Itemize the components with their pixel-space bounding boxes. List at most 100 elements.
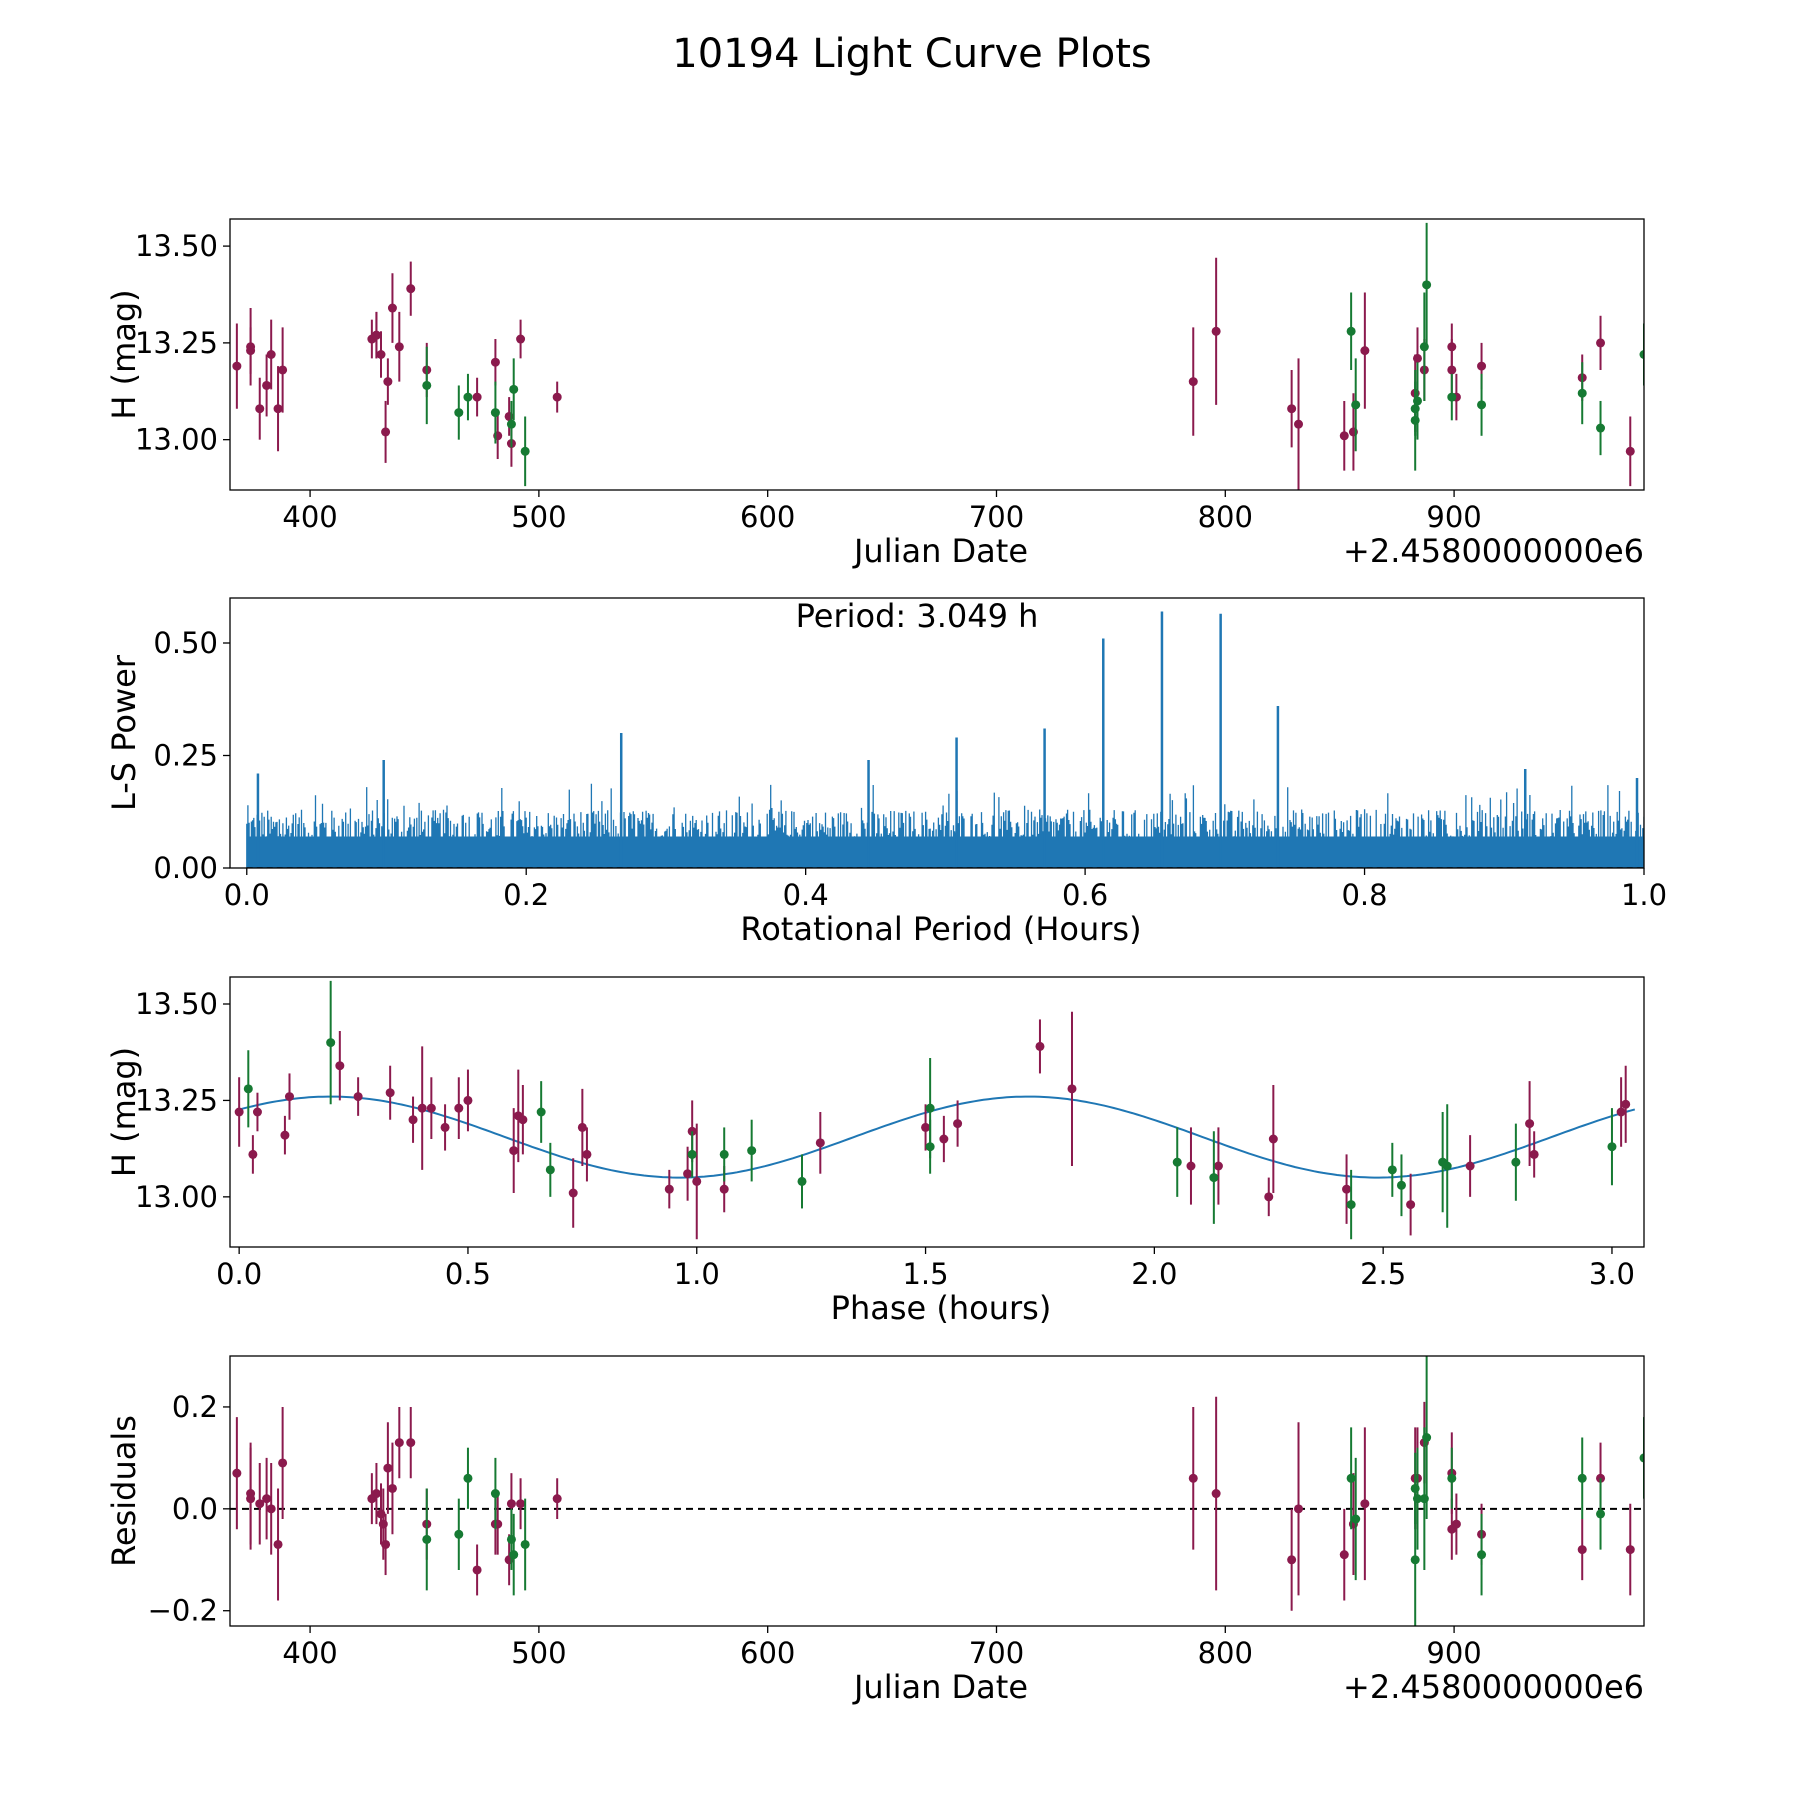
lightcurve-point-magenta [516,334,526,344]
periodogram-xtick-label: 0.8 [1341,878,1387,912]
residuals-point-green [1351,1514,1361,1524]
periodogram-frame [229,597,1645,869]
phased-point-magenta [1406,1200,1416,1210]
phased-point-magenta [719,1184,729,1194]
lightcurve-point-green [454,408,464,418]
phased-point-green [687,1149,697,1159]
phased-point-green [797,1176,807,1186]
lightcurve-point-green [1346,326,1356,336]
phased-point-magenta [280,1130,290,1140]
phased-point-magenta [1621,1099,1631,1109]
lightcurve-point-magenta [273,404,283,414]
lightcurve-xtick-label: 700 [969,500,1024,534]
residuals-point-magenta [1188,1473,1198,1483]
phased-point-magenta [1186,1161,1196,1171]
phased-point-magenta [568,1188,578,1198]
lightcurve-point-green [1447,392,1457,402]
residuals-ylabel: Residuals [105,1415,143,1567]
phased-axes: 0.0 0.5 1.0 1.5 2.0 2.5 3.0 13.00 13.25 13.50 Phas… [105,987,1635,1327]
lightcurve-points [232,222,1644,490]
lightcurve-point-magenta [1412,353,1422,363]
phased-xtick-label: 2.5 [1360,1257,1406,1291]
phased-point-magenta [1342,1184,1352,1194]
periodogram-ylabel: L-S Power [105,654,143,811]
phased-point-magenta [1035,1041,1045,1051]
phased-point-magenta [284,1092,294,1102]
phased-point-magenta [921,1122,931,1132]
periodogram-xtick-label: 1.0 [1621,878,1667,912]
phased-point-magenta [408,1115,418,1125]
residuals-axes: 400 500 600 700 800 900 −0.2 0.0 0.2 Julian Date R… [105,1390,1644,1706]
phased-point-green [1209,1173,1219,1183]
phased-point-magenta [252,1107,262,1117]
residuals-ytick-label: 0.2 [172,1390,218,1424]
residuals-point-magenta [381,1539,391,1549]
phased-point-magenta [1264,1192,1274,1202]
phased-point-green [1511,1157,1521,1167]
phased-point-green [1607,1142,1617,1152]
lightcurve-point-green [509,384,519,394]
phased-point-green [1172,1157,1182,1167]
phased-point-green [747,1146,757,1156]
phased-point-magenta [385,1088,395,1098]
phased-point-green [243,1084,253,1094]
lightcurve-point-green [1596,423,1606,433]
residuals-point-green [1346,1473,1356,1483]
phased-point-green [925,1103,935,1113]
phased-point-magenta [454,1103,464,1113]
lightcurve-xtick-label: 400 [282,500,337,534]
phased-point-magenta [692,1176,702,1186]
residuals-point-magenta [1451,1519,1461,1529]
lightcurve-point-magenta [1625,446,1635,456]
lightcurve-xtick-label: 800 [1198,500,1253,534]
periodogram-ytick-label: 0.25 [153,739,218,773]
residuals-point-green [1422,1433,1432,1443]
lightcurve-point-magenta [376,350,386,359]
phased-point-green [326,1038,336,1048]
residuals-point-green [520,1539,530,1549]
residuals-point-green [490,1489,500,1499]
lightcurve-point-magenta [1287,404,1297,414]
phased-model [238,1095,1636,1179]
periodogram-annotation: Period: 3.049 h [796,597,1039,635]
phased-point-magenta [440,1122,450,1132]
lightcurve-point-green [463,392,473,402]
periodogram-power-floor [246,836,1644,868]
residuals-ytick-label: 0.0 [172,1492,218,1526]
lightcurve-ytick-label: 13.25 [135,326,218,360]
residuals-xtick-label: 600 [740,1636,795,1670]
lightcurve-point-green [422,380,432,390]
residuals-point-green [422,1534,432,1544]
residuals-point-magenta [516,1499,526,1509]
residuals-point-green [1577,1473,1587,1483]
lightcurve-point-magenta [232,361,242,371]
phased-point-magenta [939,1134,949,1144]
phased-xtick-label: 0.5 [445,1257,491,1291]
phased-point-magenta [577,1122,587,1132]
residuals-xtick-label: 500 [511,1636,566,1670]
lightcurve-point-magenta [490,357,500,367]
residuals-point-magenta [262,1494,272,1504]
residuals-point-magenta [246,1494,256,1504]
phased-point-green [719,1149,729,1159]
phased-xtick-label: 1.0 [674,1257,720,1291]
phased-point-magenta [463,1095,473,1105]
residuals-point-magenta [383,1463,393,1473]
lightcurve-point-magenta [255,404,265,414]
residuals-point-magenta [1287,1555,1297,1565]
lightcurve-point-magenta [406,284,416,294]
phased-ylabel: H (mag) [105,1047,143,1177]
lightcurve-point-magenta [266,350,276,359]
residuals-point-green [454,1529,464,1539]
phased-point-magenta [234,1107,244,1117]
residuals-points [232,1356,1644,1626]
lightcurve-xlabel: Julian Date [852,532,1028,570]
phased-point-green [536,1107,546,1117]
phased-point-magenta [683,1169,693,1179]
residuals-point-magenta [1339,1550,1349,1560]
lightcurve-point-magenta [262,380,272,390]
lightcurve-point-magenta [552,392,562,402]
periodogram-series [246,611,1644,868]
residuals-xtick-label: 800 [1198,1636,1253,1670]
phased-model-curve [238,1095,1636,1179]
